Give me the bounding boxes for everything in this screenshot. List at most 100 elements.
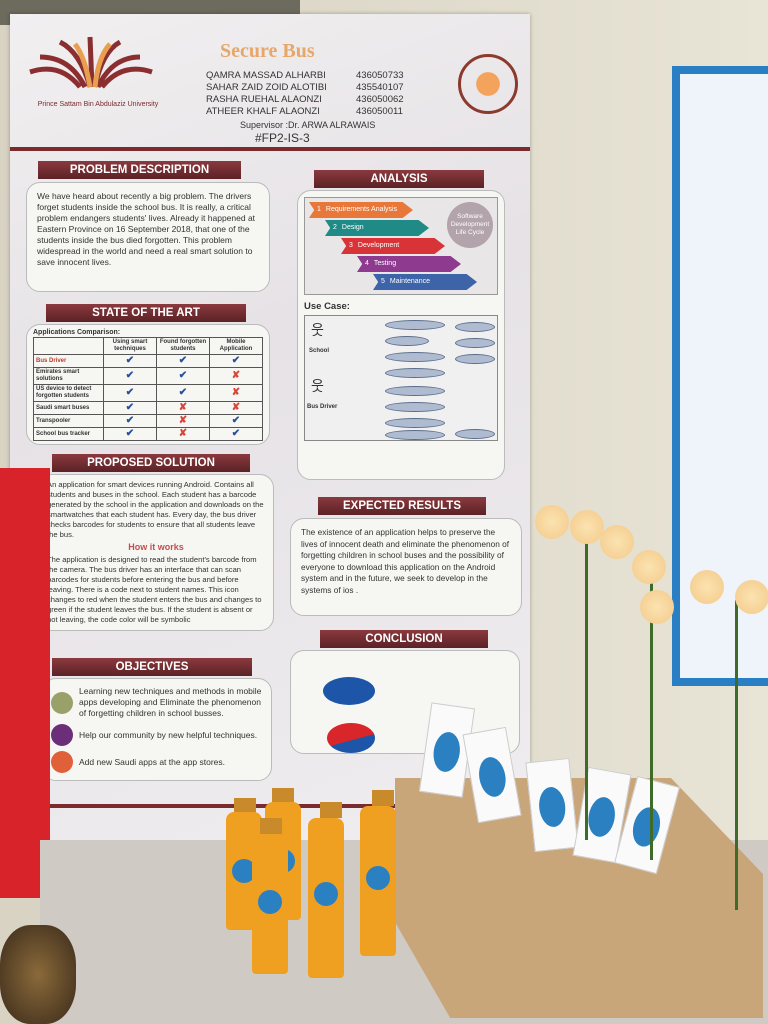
pie-chart-2 [327,723,375,753]
university-logo [29,36,153,89]
actor-bus-driver: Bus Driver [307,404,338,410]
column-header: Found forgotten students [156,337,210,355]
comparison-row: School bus tracker ✔ ✘ ✔ [33,427,263,441]
juice-bottle [308,818,344,978]
team-member: ATHEER KHALF ALAONZI 436050011 [206,106,404,118]
objective-item: Add new Saudi apps at the app stores. [51,751,263,773]
cross-icon: ✘ [209,367,263,385]
state-of-art-heading: STATE OF THE ART [46,304,246,322]
problem-text: We have heard about recently a big probl… [26,182,270,292]
check-icon: ✔ [103,414,157,428]
bottle-cap [272,788,294,804]
use-case-oval [385,402,445,412]
rose [570,510,604,544]
bottle-cap [320,802,342,818]
sdlc-step: 2 Design [325,220,429,236]
expected-text: The existence of an application helps to… [290,518,522,616]
cross-icon: ✘ [156,427,210,441]
use-case-oval [385,320,445,330]
check-icon: ✔ [209,427,263,441]
check-icon: ✔ [156,354,210,368]
use-case-oval [455,354,495,364]
objective-text: Add new Saudi apps at the app stores. [79,756,226,767]
cross-icon: ✘ [156,414,210,428]
team-member: QAMRA MASSAD ALHARBI 436050733 [206,70,404,82]
member-id: 436050011 [356,106,403,117]
check-icon: ✔ [209,414,263,428]
header-divider [10,147,530,151]
red-shelf [0,468,50,898]
column-header: Mobile Application [209,337,263,355]
member-name: SAHAR ZAID ZOID ALOTIBI [206,82,327,93]
step-label: Development [357,242,400,249]
cross-icon: ✘ [209,384,263,402]
step-label: Testing [373,260,397,267]
check-icon: ✔ [209,354,263,368]
project-code: #FP2-IS-3 [255,131,310,145]
clipboard-icon [51,691,73,714]
check-icon: ✔ [156,384,210,402]
university-name: Prince Sattam Bin Abdulaziz University [37,101,159,108]
comparison-row: US device to detect forgotten students ✔ ✔… [33,384,263,402]
comparison-caption: Applications Comparison: [33,329,121,336]
use-case-oval [455,338,495,348]
sdlc-step: 1 Requirements Analysis [309,202,413,218]
row-label: Emirates smart solutions [33,367,104,385]
comparison-row: Transpooler ✔ ✘ ✔ [33,414,263,428]
use-case-diagram: 웃 School 웃 Bus Driver [304,315,498,441]
supervisor: Supervisor :Dr. ARWA ALRAWAIS [240,120,376,130]
use-case-oval [385,368,445,378]
step-number: 3 [349,242,353,249]
use-case-oval [385,430,445,440]
row-label: Saudi smart buses [33,401,104,415]
comparison-row: Saudi smart buses ✔ ✘ ✘ [33,401,263,415]
cross-icon: ✘ [209,401,263,415]
sdlc-step: 5 Maintenance [373,274,477,290]
poster-title: Secure Bus [220,40,315,62]
cross-icon: ✘ [156,401,210,415]
member-id: 436050733 [356,70,404,81]
use-case-oval [385,352,445,362]
member-name: QAMRA MASSAD ALHARBI [206,70,326,81]
rose [690,570,724,604]
objectives-box: Learning new techniques and methods in m… [42,678,272,781]
rose [640,590,674,624]
sdlc-diagram: 1 Requirements Analysis 2 Design 3 Developmen… [304,197,498,295]
team-member: RASHA RUEHAL ALAONZI 436050062 [206,94,404,106]
how-it-works-heading: How it works [128,542,184,552]
member-id: 436050062 [356,94,404,105]
analysis-box: 1 Requirements Analysis 2 Design 3 Developmen… [297,190,505,480]
briefcase-icon [51,751,73,773]
check-icon: ✔ [103,384,157,402]
comparison-header: Using smart techniques Found forgotten st… [33,337,263,355]
comparison-table: Using smart techniques Found forgotten st… [33,337,263,441]
rose [735,580,768,614]
row-label: Bus Driver [33,354,104,368]
proposed-box: An application for smart devices running… [38,474,274,631]
sdlc-step: 3 Development [341,238,445,254]
comparison-row: Bus Driver ✔ ✔ ✔ [33,354,263,368]
rose [535,505,569,539]
conclusion-heading: CONCLUSION [320,630,488,648]
poster: Prince Sattam Bin Abdulaziz University S… [10,14,530,844]
how-it-works-text: The application is designed to read the … [47,555,262,624]
check-icon: ✔ [103,427,157,441]
flower-stem [735,600,738,910]
globe-icon [51,724,73,746]
step-number: 5 [381,278,385,285]
analysis-heading: ANALYSIS [314,170,484,188]
bottle-cap [260,818,282,834]
candle-holder [0,925,76,1024]
juice-bottle [360,806,396,956]
flower-stem [585,540,588,840]
actor-school: School [309,348,330,354]
row-label: School bus tracker [33,427,104,441]
row-label: Transpooler [33,414,104,428]
check-icon: ✔ [103,367,157,385]
actor-icon: 웃 [311,322,324,338]
proposed-text: An application for smart devices running… [47,480,264,539]
objective-text: Help our community by new helpful techni… [79,729,258,740]
member-name: ATHEER KHALF ALAONZI [206,106,320,117]
proposed-heading: PROPOSED SOLUTION [52,454,250,472]
team-list: QAMRA MASSAD ALHARBI 436050733 SAHAR ZAID… [206,70,404,118]
